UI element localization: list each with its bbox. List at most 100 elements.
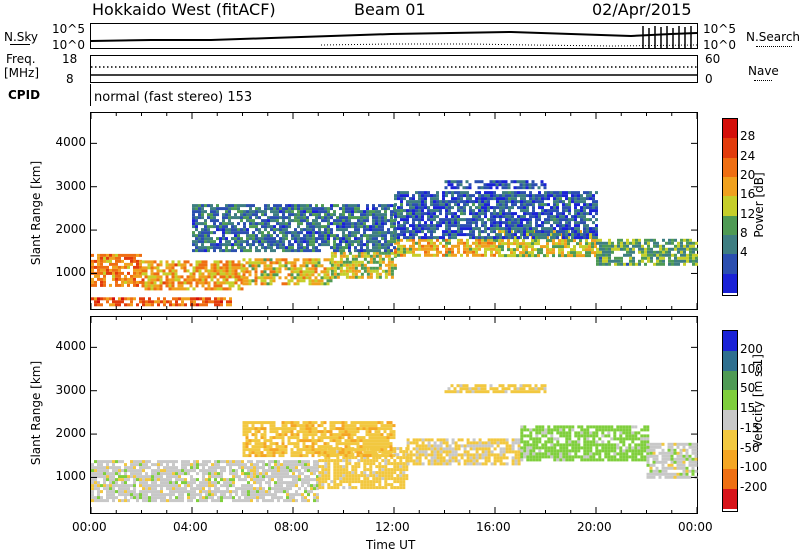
nave-tick-top: 60 bbox=[705, 52, 721, 66]
colorbar-tick-label: 8 bbox=[740, 226, 748, 240]
freq-label-1: Freq. bbox=[6, 52, 36, 66]
colorbar-segment bbox=[723, 177, 737, 197]
x-tick-label: 08:00 bbox=[274, 520, 309, 534]
data-region bbox=[91, 297, 232, 307]
colorbar-segment bbox=[723, 235, 737, 255]
y-tick-label: 2000 bbox=[55, 426, 86, 441]
colorbar-segment bbox=[723, 215, 737, 236]
y-tick-label: 1000 bbox=[55, 469, 86, 484]
colorbar-segment bbox=[723, 410, 737, 431]
colorbar-tick-label: 24 bbox=[740, 148, 756, 163]
x-tick-label: 16:00 bbox=[476, 520, 511, 534]
freq-tick-top: 18 bbox=[62, 52, 78, 66]
y-tick-label: 4000 bbox=[55, 135, 86, 150]
data-region bbox=[318, 447, 409, 490]
x-tick-label: 12:00 bbox=[375, 520, 410, 534]
data-region bbox=[242, 258, 333, 286]
y-tick-label: 1000 bbox=[55, 265, 86, 280]
data-region bbox=[141, 260, 244, 291]
x-tick-label: 20:00 bbox=[577, 520, 612, 534]
colorbar-tick-label: 100 bbox=[740, 361, 763, 376]
velocity-colorbar-label: Velocity [m s-1] bbox=[751, 354, 765, 448]
y-tick-label: 3000 bbox=[55, 178, 86, 193]
nave-legend-line bbox=[754, 80, 772, 81]
nsearch-label: N.Search bbox=[746, 30, 800, 44]
colorbar-tick-label: 50 bbox=[740, 381, 756, 396]
x-tick-label: 00:00 bbox=[72, 520, 107, 534]
nsearch-tick-top: 10^5 bbox=[703, 22, 736, 36]
nsearch-line bbox=[320, 43, 698, 47]
colorbar-segment bbox=[723, 331, 737, 352]
colorbar-tick-label: 28 bbox=[740, 129, 756, 144]
data-region bbox=[242, 421, 396, 458]
nsky-label: N.Sky bbox=[4, 30, 39, 44]
colorbar-segment bbox=[723, 489, 737, 510]
colorbar-tick-label: 4 bbox=[740, 245, 748, 260]
y-tick-label: 2000 bbox=[55, 222, 86, 237]
data-region bbox=[394, 191, 598, 240]
cpid-axis bbox=[90, 84, 91, 106]
axis-ticks bbox=[90, 317, 698, 513]
power-colorbar bbox=[722, 118, 738, 296]
velocity-ylabel: Slant Range [km] bbox=[29, 360, 43, 466]
colorbar-tick-label: 12 bbox=[740, 206, 756, 221]
colorbar-segment bbox=[723, 273, 737, 294]
nsky-line bbox=[90, 30, 698, 42]
data-region bbox=[91, 460, 319, 503]
x-tick-label: 00:00 bbox=[678, 520, 713, 534]
beam-title: Beam 01 bbox=[354, 0, 426, 19]
power-plot bbox=[90, 113, 698, 309]
data-region bbox=[330, 251, 397, 279]
velocity-plot bbox=[90, 317, 698, 513]
colorbar-segment bbox=[723, 469, 737, 490]
data-region bbox=[646, 442, 698, 479]
data-region bbox=[192, 204, 396, 253]
cpid-label: CPID bbox=[8, 88, 41, 102]
y-tick-label: 4000 bbox=[55, 339, 86, 354]
freq-label-2: [MHz] bbox=[4, 66, 40, 80]
nsearch-tick-bottom: 10^0 bbox=[703, 38, 736, 52]
noise-svg bbox=[90, 26, 698, 48]
colorbar-segment bbox=[723, 119, 737, 139]
colorbar-tick-label: -200 bbox=[740, 480, 768, 495]
colorbar-segment bbox=[723, 370, 737, 391]
velocity-panel bbox=[90, 316, 698, 514]
colorbar-tick-label: -15 bbox=[740, 420, 760, 435]
data-region bbox=[596, 238, 698, 266]
freq-panel bbox=[90, 55, 698, 83]
data-region bbox=[406, 438, 521, 466]
colorbar-segment bbox=[723, 254, 737, 275]
colorbar-segment bbox=[723, 196, 737, 217]
nsky-legend-line bbox=[10, 44, 30, 45]
power-panel bbox=[90, 112, 698, 310]
x-axis-label: Time UT bbox=[366, 538, 416, 552]
x-tick-label: 04:00 bbox=[173, 520, 208, 534]
colorbar-segment bbox=[723, 157, 737, 178]
colorbar-segment bbox=[723, 138, 737, 159]
colorbar-tick-label: -100 bbox=[740, 460, 768, 475]
data-region bbox=[394, 238, 496, 257]
nsearch-legend-line bbox=[756, 46, 792, 47]
colorbar-segment bbox=[723, 350, 737, 372]
date-title: 02/Apr/2015 bbox=[592, 0, 692, 19]
data-region bbox=[444, 180, 547, 190]
colorbar-segment bbox=[723, 449, 737, 470]
power-ylabel: Slant Range [km] bbox=[29, 160, 43, 266]
nsky-tick-bottom: 10^0 bbox=[52, 38, 85, 52]
nave-label: Nave bbox=[748, 64, 779, 78]
colorbar-tick-label: 15 bbox=[740, 401, 756, 416]
colorbar-tick-label: 200 bbox=[740, 341, 763, 356]
cpid-text: normal (fast stereo) 153 bbox=[94, 90, 253, 105]
nave-tick-bottom: 0 bbox=[705, 72, 713, 86]
data-region bbox=[520, 425, 650, 462]
data-region bbox=[444, 384, 547, 394]
noise-spikes bbox=[642, 26, 692, 48]
colorbar-segment bbox=[723, 390, 737, 411]
colorbar-tick-label: 20 bbox=[740, 168, 756, 182]
y-tick-label: 3000 bbox=[55, 382, 86, 397]
power-colorbar-label: Power [dB] bbox=[752, 172, 766, 238]
data-region bbox=[91, 253, 142, 287]
noise-panel bbox=[90, 23, 698, 49]
freq-tick-bottom: 8 bbox=[66, 72, 74, 86]
freq-svg bbox=[91, 66, 697, 76]
